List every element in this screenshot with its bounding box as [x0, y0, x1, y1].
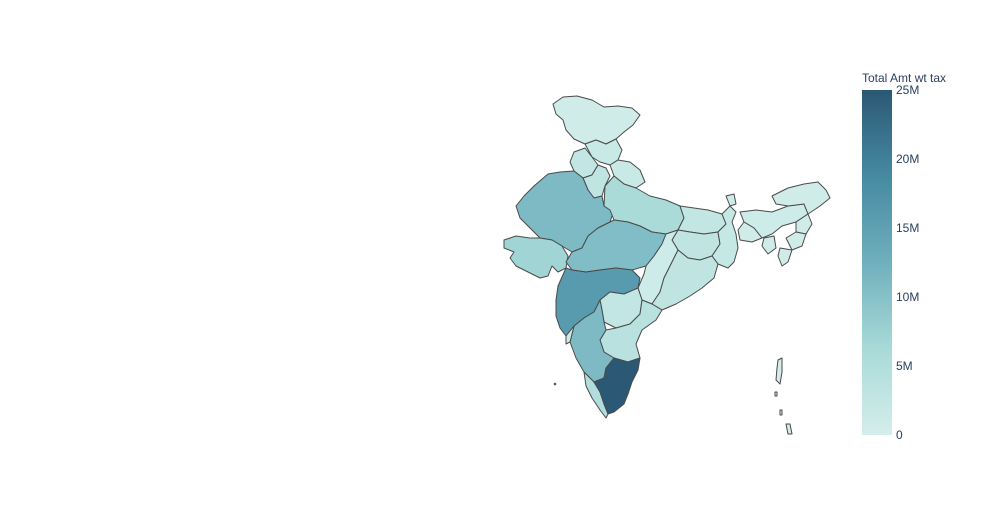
colorbar-tick: 5M	[896, 359, 913, 373]
colorbar-title: Total Amt wt tax	[862, 71, 947, 85]
colorbar-tick: 10M	[896, 290, 920, 304]
state-jammu-kashmir[interactable]	[552, 95, 641, 145]
colorbar-tick: 15M	[896, 221, 920, 235]
colorbar-tick: 25M	[896, 83, 920, 97]
colorbar-tick: 0	[896, 428, 903, 442]
state-himachal-pradesh[interactable]	[584, 138, 623, 166]
state-west-bengal[interactable]	[711, 205, 739, 269]
state-tripura[interactable]	[761, 235, 777, 255]
state-karnataka[interactable]	[569, 299, 615, 383]
state-lakshadweep[interactable]	[553, 382, 557, 386]
state-goa[interactable]	[565, 325, 575, 345]
state-sikkim[interactable]	[725, 193, 737, 207]
colorbar-tick: 20M	[896, 152, 920, 166]
state-andaman-nicobar[interactable]	[774, 357, 793, 435]
state-manipur[interactable]	[785, 231, 807, 251]
state-arunachal-pradesh[interactable]	[771, 181, 831, 215]
state-gujarat[interactable]	[503, 235, 569, 279]
state-meghalaya[interactable]	[737, 221, 763, 243]
state-bihar[interactable]	[677, 205, 727, 235]
state-tamil-nadu[interactable]	[593, 357, 641, 415]
state-odisha[interactable]	[651, 249, 719, 311]
colorbar	[862, 90, 892, 435]
state-nagaland[interactable]	[795, 213, 813, 235]
state-mizoram[interactable]	[777, 247, 793, 267]
